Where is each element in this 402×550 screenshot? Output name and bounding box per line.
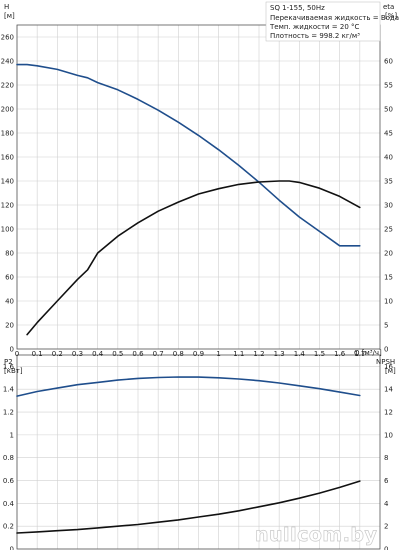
h-tick-label: 20 (5, 322, 14, 330)
x-tick-label: 0.5 (112, 350, 123, 358)
qh-series (16, 63, 361, 336)
eta-tick-label: 5 (384, 322, 388, 330)
eta-tick-label: 15 (384, 274, 393, 282)
pump-model-label: SQ 1-155, 50Hz (270, 4, 325, 12)
power-series (16, 376, 361, 534)
x-tick-label: 0.8 (173, 350, 184, 358)
power-plot-frame (16, 354, 381, 550)
h-tick-label: 40 (5, 298, 14, 306)
h-tick-label: 160 (1, 154, 14, 162)
h-tick-label: 260 (1, 34, 14, 42)
h-tick-label: 180 (1, 130, 14, 138)
eta-tick-label: 60 (384, 58, 393, 66)
qh-series-line-left (16, 63, 361, 247)
x-tick-label: 1.7 (354, 350, 365, 358)
h-axis-unit: [м] (4, 12, 15, 20)
h-tick-label: 240 (1, 58, 14, 66)
npsh-tick-label: 8 (384, 454, 388, 462)
x-tick-label: 0.7 (153, 350, 164, 358)
h-axis-label: H (4, 3, 9, 11)
x-tick-label: 1.3 (274, 350, 285, 358)
x-tick-label: 1.6 (334, 350, 346, 358)
x-tick-label: 0.1 (32, 350, 43, 358)
q-axis-label: Q [м³/ч] (354, 349, 382, 357)
x-tick-label: 1.1 (233, 350, 244, 358)
tick-labels: 0 0.1 0.2 0.3 0.4 0.5 0.6 0.7 0.8 0.9 1 1.1 1.2 1.3 1.… (1, 34, 394, 550)
power-series-line-left (16, 376, 361, 397)
h-tick-label: 120 (1, 202, 14, 210)
power-series-line-right (16, 480, 361, 534)
p2-tick-label: 1 (10, 431, 14, 439)
p2-tick-label: 1.4 (3, 386, 15, 394)
h-tick-label: 60 (5, 274, 14, 282)
npsh-tick-label: 10 (384, 431, 393, 439)
eta-axis-unit: [%] (385, 12, 397, 20)
info-box (265, 1, 381, 42)
watermark-logo: nullcom.by (255, 524, 378, 546)
p2-tick-label: 0.4 (3, 500, 15, 508)
x-tick-label: 0.2 (52, 350, 63, 358)
h-tick-label: 80 (5, 250, 14, 258)
liquid-label: Перекачиваемая жидкость = Вода (270, 14, 399, 22)
npsh-tick-label: 16 (384, 363, 393, 371)
p2-tick-label: 0.6 (3, 477, 15, 485)
npsh-tick-label: 2 (384, 523, 388, 531)
eta-tick-label: 55 (384, 82, 393, 90)
p2-axis-unit: [кВт] (4, 367, 23, 375)
eta-tick-label: 10 (384, 298, 393, 306)
p2-tick-label: 0.8 (3, 454, 14, 462)
eta-tick-label: 40 (384, 154, 393, 162)
p2-tick-label: 1.2 (3, 409, 14, 417)
power-grid (16, 354, 381, 550)
x-tick-label: 0 (15, 350, 19, 358)
eta-tick-label: 50 (384, 106, 393, 114)
temperature-label: Темп. жидкости = 20 °C (269, 23, 360, 31)
x-tick-label: 0.6 (132, 350, 144, 358)
x-tick-label: 1.2 (253, 350, 264, 358)
x-tick-label: 1.5 (314, 350, 325, 358)
h-tick-label: 200 (1, 106, 14, 114)
h-tick-label: 0 (10, 346, 14, 354)
qh-plot-frame (16, 24, 381, 350)
npsh-tick-label: 0 (384, 546, 388, 550)
p2-tick-label: 0.2 (3, 523, 14, 531)
h-tick-label: 220 (1, 82, 14, 90)
eta-tick-label: 30 (384, 202, 393, 210)
density-label: Плотность = 998.2 кг/м³ (270, 32, 360, 40)
p2-axis-label: P2 (4, 358, 13, 366)
h-tick-label: 100 (1, 226, 14, 234)
eta-tick-label: 35 (384, 178, 393, 186)
x-tick-label: 0.4 (92, 350, 104, 358)
eta-tick-label: 20 (384, 250, 393, 258)
npsh-tick-label: 6 (384, 477, 389, 485)
eta-axis-label: eta (383, 3, 394, 11)
eta-tick-label: 25 (384, 226, 393, 234)
h-tick-label: 140 (1, 178, 14, 186)
qh-grid (16, 1, 381, 350)
npsh-tick-label: 4 (384, 500, 389, 508)
eta-tick-label: 0 (384, 346, 388, 354)
npsh-axis-unit: [м] (385, 367, 396, 375)
eta-tick-label: 45 (384, 130, 393, 138)
x-tick-label: 1 (216, 350, 220, 358)
x-tick-label: 0.9 (193, 350, 204, 358)
qh-series-line-right (26, 180, 361, 336)
p2-tick-label: 1.6 (3, 363, 15, 371)
npsh-tick-label: 14 (384, 386, 393, 394)
p2-tick-label: 0 (10, 546, 14, 550)
npsh-tick-label: 12 (384, 409, 393, 417)
x-tick-label: 0.3 (72, 350, 83, 358)
npsh-axis-label: NPSH (376, 358, 395, 366)
x-tick-label: 1.4 (294, 350, 306, 358)
